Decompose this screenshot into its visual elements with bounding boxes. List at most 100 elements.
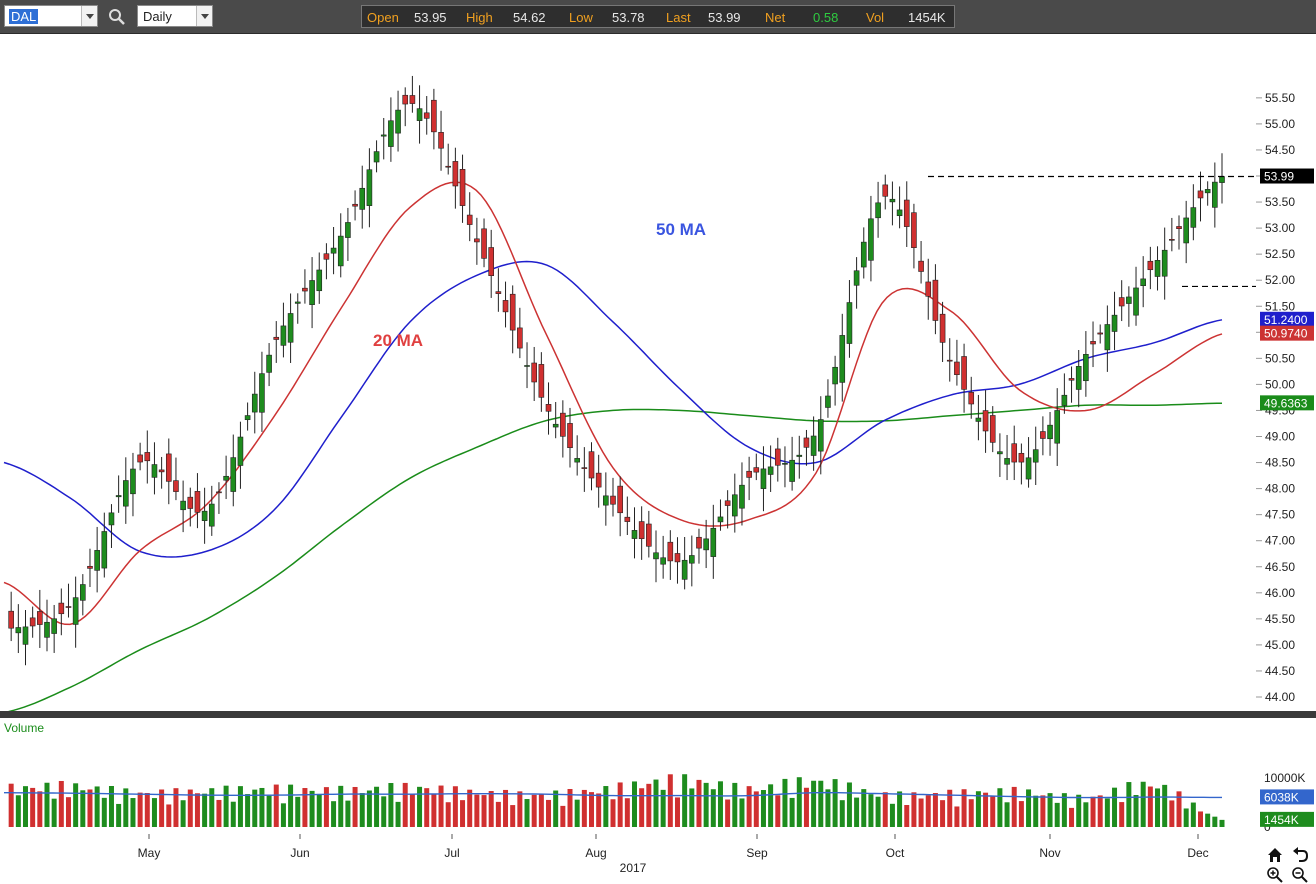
volume-bar	[180, 800, 186, 827]
candle-body	[918, 260, 924, 272]
candle-body	[617, 485, 623, 514]
volume-bar	[1126, 782, 1132, 827]
candle-body	[545, 404, 552, 412]
candle-body	[731, 494, 738, 517]
candle-body	[423, 112, 430, 119]
candle-body	[710, 527, 717, 557]
volume-bar	[209, 788, 215, 827]
volume-bar	[889, 803, 895, 827]
volume-bar	[1162, 784, 1168, 827]
volume-bar	[574, 799, 580, 827]
candle-body	[509, 293, 516, 331]
candle-body	[767, 466, 774, 475]
candle-body	[560, 412, 566, 437]
search-icon[interactable]	[108, 8, 126, 26]
candle-body	[151, 464, 158, 478]
volume-bar	[1054, 802, 1060, 827]
candle-body	[15, 627, 22, 634]
volume-bar	[467, 789, 473, 827]
volume-bar	[646, 783, 652, 827]
candle-body	[696, 536, 702, 549]
price-tick-label: 44.00	[1265, 690, 1295, 704]
volume-bar	[904, 804, 910, 827]
volume-bar	[1018, 801, 1024, 827]
volume-bar	[553, 790, 559, 827]
volume-bar	[438, 785, 444, 827]
candle-body	[631, 530, 638, 539]
volume-bar	[596, 793, 602, 827]
undo-icon[interactable]	[1291, 846, 1309, 864]
candle-body	[58, 602, 65, 615]
price-tick-label: 46.00	[1265, 586, 1295, 600]
candle-body	[1111, 314, 1118, 332]
volume-bar	[674, 797, 680, 827]
ma20-layer	[3, 181, 1223, 626]
candle-body	[137, 454, 143, 463]
candle-body	[438, 132, 444, 149]
volume-bar	[839, 800, 845, 827]
month-label: Nov	[1039, 846, 1060, 860]
price-tick-label: 46.50	[1265, 560, 1295, 574]
candle-body	[552, 423, 559, 428]
price-tag-box	[1260, 168, 1314, 184]
candle-body	[860, 241, 867, 268]
pane-divider[interactable]	[0, 711, 1316, 718]
price-tag-box	[1260, 325, 1314, 341]
volume-bar	[273, 784, 279, 827]
volume-bar	[725, 799, 731, 827]
volume-bar	[796, 777, 802, 827]
symbol-input[interactable]: DAL	[4, 5, 98, 27]
candle-body	[309, 280, 315, 305]
volume-bar	[252, 789, 258, 827]
volume-average-line	[4, 791, 1222, 799]
volume-bar	[753, 791, 759, 827]
candle-body	[796, 454, 803, 457]
candle-body	[911, 212, 917, 248]
symbol-dropdown-arrow[interactable]	[81, 6, 97, 26]
volume-bar	[846, 782, 852, 827]
candle-body	[280, 325, 287, 346]
volume-bar	[58, 780, 64, 827]
zoom-out-icon[interactable]	[1291, 866, 1309, 884]
volume-bar	[87, 789, 93, 827]
candle-body	[466, 214, 473, 225]
price-tag-label: 53.99	[1264, 170, 1294, 184]
candle-body	[29, 617, 36, 627]
volume-bar	[216, 799, 222, 827]
candle-body	[474, 238, 480, 243]
zoom-in-icon[interactable]	[1266, 866, 1284, 884]
volume-bar	[639, 788, 645, 827]
period-dropdown-arrow[interactable]	[196, 6, 212, 26]
candle-body	[1047, 424, 1053, 440]
home-icon[interactable]	[1266, 846, 1284, 864]
candle-body	[638, 521, 645, 540]
candle-body	[703, 538, 709, 551]
volume-bar	[288, 784, 294, 827]
period-select[interactable]: Daily	[137, 5, 213, 27]
volume-bar	[1147, 786, 1153, 827]
volume-title: Volume	[4, 721, 44, 735]
volume-bar	[617, 782, 623, 827]
volume-bar	[968, 799, 974, 827]
volume-bar	[789, 797, 795, 827]
month-label: Jul	[444, 846, 459, 860]
volume-bar	[37, 791, 43, 827]
quote-bar: Open 53.95 High 54.62 Low 53.78 Last 53.…	[361, 5, 955, 28]
price-tag-label: 51.2400	[1264, 313, 1308, 327]
volume-bar	[624, 798, 630, 827]
candle-body	[989, 415, 996, 443]
volume-bar	[1076, 794, 1082, 827]
candle-body	[1054, 410, 1061, 444]
volume-bar	[144, 793, 150, 827]
volume-bar	[940, 800, 946, 827]
price-chart[interactable]: 44.00 44.50 45.00 45.50 46.00 46.50 47.00 47.50…	[0, 34, 1316, 884]
volume-bar	[1212, 816, 1218, 827]
last-value: 53.99	[708, 10, 741, 25]
candle-body	[201, 510, 208, 521]
candle-body	[1204, 189, 1211, 194]
volume-bar	[445, 802, 451, 827]
volume-bar	[73, 783, 79, 827]
candle-body	[624, 516, 631, 522]
volume-bar	[1004, 802, 1010, 827]
candle-body	[380, 134, 387, 137]
